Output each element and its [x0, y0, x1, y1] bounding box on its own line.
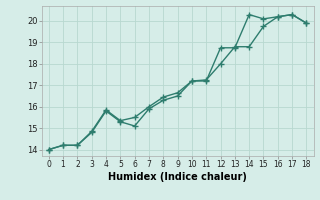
X-axis label: Humidex (Indice chaleur): Humidex (Indice chaleur) — [108, 172, 247, 182]
